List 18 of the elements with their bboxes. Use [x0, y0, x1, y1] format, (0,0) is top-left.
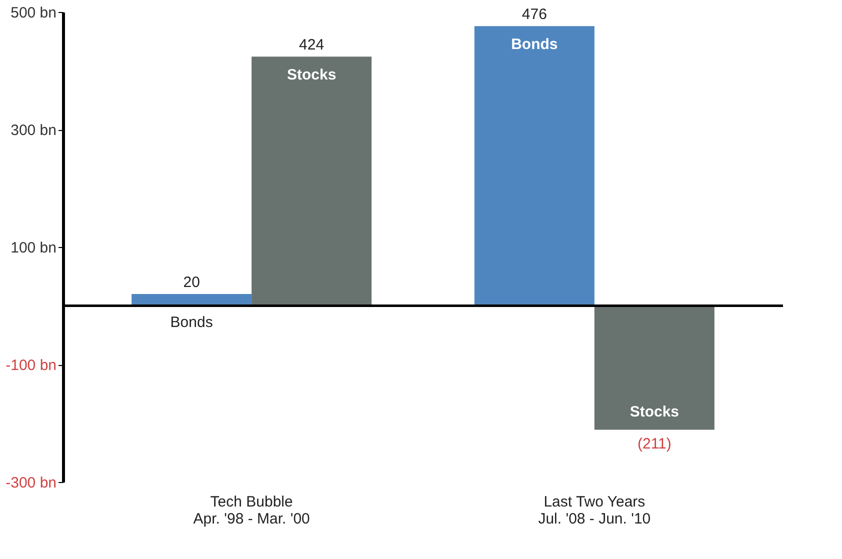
bar — [252, 56, 372, 306]
x-tick-label: Last Two Years Jul. '08 - Jun. '10 — [538, 494, 651, 528]
series-label: Stocks — [630, 404, 680, 421]
bar — [594, 306, 714, 430]
bar — [474, 26, 594, 306]
y-tick-label: -100 bn — [6, 357, 56, 374]
y-tick-label: -300 bn — [6, 474, 56, 492]
x-tick-label: Tech Bubble Apr. '98 - Mar. '00 — [193, 494, 310, 528]
data-label: 20 — [183, 274, 200, 291]
data-label: 424 — [299, 36, 324, 54]
y-tick-label: 100 bn — [10, 240, 56, 256]
series-label: Bonds — [170, 314, 213, 331]
text: Stocks — [286, 66, 336, 84]
data-label: (211) — [637, 436, 672, 453]
text: Bonds — [511, 36, 558, 54]
y-tick-label: 500 bn — [10, 4, 56, 22]
y-tick-label: 300 bn — [10, 122, 56, 139]
data-label: 476 — [522, 6, 547, 24]
